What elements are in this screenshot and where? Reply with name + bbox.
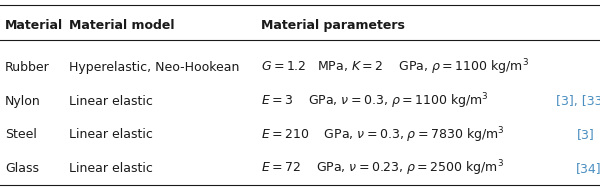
Text: Material: Material (5, 19, 63, 32)
Text: Rubber: Rubber (5, 61, 50, 74)
Text: [3]: [3] (577, 128, 595, 141)
Text: Glass: Glass (5, 162, 39, 175)
Text: $E = 72$    GPa, $\nu = 0.23$, $\rho = 2500$ kg/m$^3$: $E = 72$ GPa, $\nu = 0.23$, $\rho = 2500… (261, 158, 505, 178)
Text: [3], [33]: [3], [33] (556, 95, 600, 108)
Text: Hyperelastic, Neo-Hookean: Hyperelastic, Neo-Hookean (69, 61, 239, 74)
Text: Nylon: Nylon (5, 95, 41, 108)
Text: Material model: Material model (69, 19, 175, 32)
Text: Linear elastic: Linear elastic (69, 128, 153, 141)
Text: Steel: Steel (5, 128, 37, 141)
Text: $E = 3$    GPa, $\nu = 0.3$, $\rho = 1100$ kg/m$^3$: $E = 3$ GPa, $\nu = 0.3$, $\rho = 1100$ … (261, 91, 490, 111)
Text: [34]: [34] (576, 162, 600, 175)
Text: $G = 1.2$   MPa, $K = 2$    GPa, $\rho = 1100$ kg/m$^3$: $G = 1.2$ MPa, $K = 2$ GPa, $\rho = 1100… (261, 58, 530, 77)
Text: Linear elastic: Linear elastic (69, 95, 153, 108)
Text: Linear elastic: Linear elastic (69, 162, 153, 175)
Text: $E = 210$    GPa, $\nu = 0.3$, $\rho = 7830$ kg/m$^3$: $E = 210$ GPa, $\nu = 0.3$, $\rho = 7830… (261, 125, 506, 145)
Text: Material parameters: Material parameters (261, 19, 405, 32)
